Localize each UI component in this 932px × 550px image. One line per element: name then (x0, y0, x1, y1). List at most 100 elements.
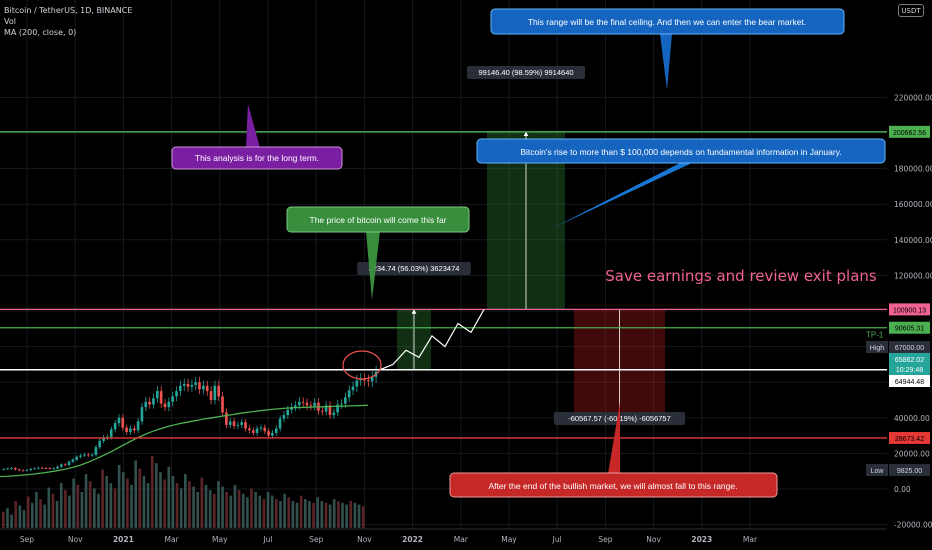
candle (98, 440, 102, 448)
callout-long-term[interactable]: This analysis is for the long term. (171, 104, 343, 170)
level-label: 90605.31 (895, 326, 924, 333)
volume-bar (258, 495, 262, 528)
volume-bar (59, 483, 63, 528)
price-tick-label: 120000.00 (894, 271, 932, 280)
candle (309, 405, 313, 407)
candle (63, 464, 67, 466)
volume-bar (80, 492, 84, 528)
candle (370, 376, 374, 382)
candle (324, 405, 328, 412)
candle (225, 412, 228, 425)
volume-bar (275, 499, 278, 528)
candle (343, 397, 347, 404)
candle (240, 422, 244, 425)
volume-bar (105, 475, 109, 528)
time-tick-label: 2022 (402, 535, 423, 544)
candle (248, 428, 251, 431)
save-earnings-text[interactable]: Save earnings and review exit plans (605, 267, 877, 285)
measure-range[interactable]: 99146.40 (98.59%) 9914640 (467, 66, 585, 310)
measure-label-bg (357, 262, 471, 275)
candle (83, 454, 86, 456)
callout-bear-fall[interactable]: After the end of the bullish market, we … (449, 402, 778, 498)
currency-button[interactable]: USDT (898, 4, 924, 17)
time-tick-label: Nov (68, 535, 83, 544)
candle (320, 410, 324, 412)
candle (90, 454, 94, 456)
level-label-bg (889, 431, 930, 444)
candle (17, 469, 21, 471)
volume-bar (295, 502, 299, 528)
volume-bar (283, 493, 286, 528)
legend-vol[interactable]: Vol (4, 17, 16, 26)
callout-come-far[interactable]: The price of bitcoin will come this far (286, 206, 470, 300)
measure-range[interactable]: 3234.74 (56.03%) 3623474 (357, 262, 471, 370)
volume-bar (196, 492, 200, 528)
horizontal-levels[interactable]: TP-1 (0, 131, 887, 439)
volume-bar (291, 501, 295, 528)
volume-bar (93, 488, 96, 528)
volume-bar (270, 495, 274, 528)
candle (209, 391, 213, 400)
level-label-bg (889, 303, 930, 316)
callout-box (476, 138, 886, 164)
candle (152, 398, 155, 405)
candle (259, 427, 263, 429)
volume-bar (188, 481, 191, 528)
volume-bar (303, 499, 307, 528)
volume-bar (279, 501, 282, 528)
projection-path[interactable] (379, 309, 485, 371)
legend-ma[interactable]: MA (200, close, 0) (4, 28, 77, 37)
candle (155, 391, 159, 399)
time-tick-label: Sep (598, 535, 612, 544)
candle (182, 383, 186, 386)
candle (274, 428, 278, 433)
volume-bar (208, 490, 212, 528)
candle (278, 418, 282, 429)
candle (263, 427, 267, 432)
candle (48, 468, 52, 469)
time-tick-label: May (501, 535, 517, 544)
callout-pointer (246, 104, 260, 148)
tp1-label: TP-1 (866, 331, 884, 340)
level-label: 200662.56 (893, 130, 926, 137)
candle (33, 468, 36, 470)
volume-bar (117, 465, 121, 528)
volume-bar (171, 475, 175, 528)
candle (163, 403, 167, 408)
volume-bar (35, 492, 38, 528)
candle (286, 409, 290, 416)
volume-bar (150, 456, 154, 528)
volume-bar (328, 504, 332, 528)
candle (40, 467, 44, 469)
volume-bar (212, 493, 216, 528)
price-tag-bg (889, 341, 930, 353)
candle (29, 468, 32, 470)
time-tick-label: Mar (165, 535, 180, 544)
time-tick-label: Mar (454, 535, 469, 544)
price-tag-value: 64944.48 (895, 379, 924, 386)
price-tag-label: High (870, 345, 885, 352)
volume-bar (109, 483, 113, 528)
candle (194, 382, 197, 385)
candle (366, 380, 370, 382)
candle (171, 396, 174, 402)
volume-bar (43, 504, 46, 528)
time-tick-label: May (212, 535, 228, 544)
time-tick-label: Nov (646, 535, 661, 544)
legend-symbol[interactable]: Bitcoin / TetherUS, 1D, BINANCE (4, 6, 133, 15)
candle (44, 467, 48, 469)
volume-bar (299, 495, 303, 528)
candle (25, 469, 29, 471)
price-tick-label: 40000.00 (894, 414, 930, 423)
callout-fundamental[interactable]: Bitcoin's rise to more than $ 100,000 de… (476, 138, 886, 228)
callout-final-ceiling[interactable]: This range will be the final ceiling. An… (490, 8, 845, 90)
candle (75, 456, 79, 460)
candle (190, 384, 194, 387)
measure-ranges: 3234.74 (56.03%) 3623474 99146.40 (98.59%… (357, 66, 686, 425)
time-axis[interactable]: Sep Nov 2021 Mar May Jul Sep Nov 2022 Mar May Jul Se… (20, 535, 758, 544)
consolidation-ellipse[interactable] (342, 350, 382, 380)
candle (140, 407, 144, 422)
volume-bar (324, 502, 328, 528)
time-tick-label: Sep (309, 535, 323, 544)
